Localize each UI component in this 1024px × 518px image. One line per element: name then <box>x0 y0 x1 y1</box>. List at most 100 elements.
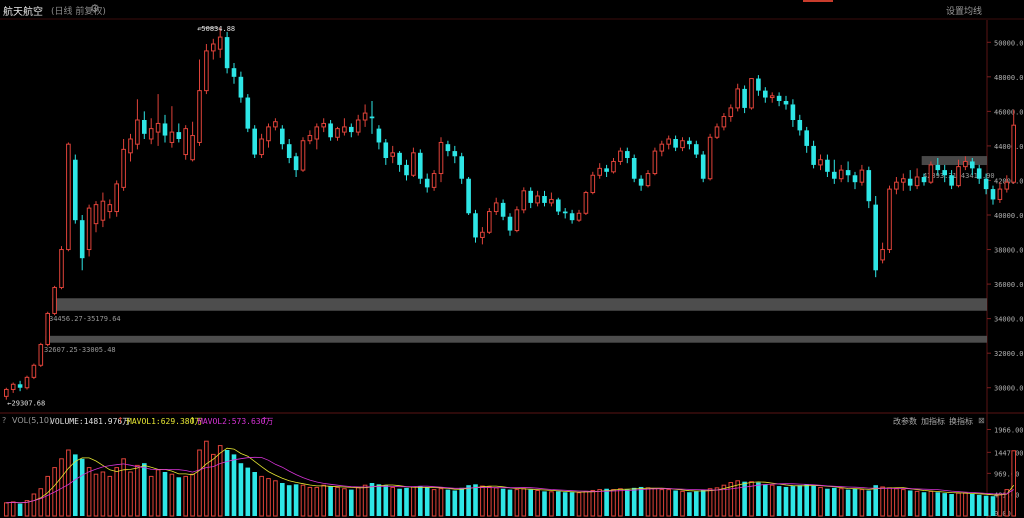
volume-bar <box>404 487 409 516</box>
add-indicator-button[interactable]: 加指标 <box>921 417 945 426</box>
candle-body <box>31 364 37 378</box>
volume-bar <box>38 488 44 517</box>
volume-bar <box>976 494 982 516</box>
volume-bar <box>293 484 299 516</box>
volume-bar <box>597 489 603 517</box>
volume-bar <box>928 490 934 517</box>
candle-body <box>135 119 140 145</box>
arrow-up-icon: ↑ <box>117 416 124 425</box>
close-icon[interactable]: ⊠ <box>978 416 985 425</box>
volume-bar <box>155 469 161 517</box>
volume-bar <box>949 494 954 516</box>
candle-body <box>190 135 195 161</box>
candle-body <box>376 128 382 143</box>
volume-bar <box>528 489 533 516</box>
candle-body <box>652 150 658 175</box>
volume-bar <box>687 492 692 516</box>
price-tick-label: 40000.00 <box>994 212 1024 220</box>
candle-body <box>107 204 113 213</box>
volume-bar <box>445 489 451 516</box>
candle-body <box>335 128 340 138</box>
ma-settings-button[interactable]: 设置均线 <box>945 7 982 17</box>
help-icon[interactable]: ? <box>2 416 7 425</box>
volume-tick-label: 0.00 <box>994 510 1011 518</box>
candle-body <box>176 132 182 139</box>
volume-bar <box>307 486 313 517</box>
volume-bar <box>349 489 354 516</box>
candle-body <box>342 126 347 133</box>
candle-body <box>728 107 734 118</box>
volume-bar <box>73 454 78 516</box>
gear-icon[interactable]: ⚙ <box>90 2 100 15</box>
candle-body <box>404 164 409 176</box>
volume-bar <box>583 490 589 517</box>
volume-bar <box>31 493 37 517</box>
candle-body <box>542 196 547 203</box>
candle-body <box>604 168 609 172</box>
candle-body <box>155 122 161 133</box>
change-params-button[interactable]: 改参数 <box>893 417 917 426</box>
volume-bar <box>769 484 775 517</box>
candle-body <box>162 123 168 136</box>
volume-bar <box>728 482 734 517</box>
volume-bar <box>169 473 175 517</box>
volume-bar <box>832 487 837 516</box>
candle-body <box>197 90 202 143</box>
volume-bar <box>86 467 92 517</box>
candle-body <box>397 152 402 165</box>
candle-body <box>411 152 416 176</box>
candle-body <box>217 36 223 50</box>
volume-bar <box>880 486 885 517</box>
chart-title: 航天航空 <box>3 7 43 18</box>
candle-body <box>204 50 209 92</box>
candle-body <box>438 141 444 175</box>
candle-body <box>769 95 775 99</box>
volume-bar <box>335 486 340 517</box>
candle-body <box>466 178 471 214</box>
candle-body <box>390 152 395 157</box>
candle-body <box>680 140 685 149</box>
candle-body <box>79 220 85 259</box>
candle-body <box>956 166 961 187</box>
chart-subtitle: (日线 前复权) <box>51 7 106 17</box>
volume-bar <box>4 502 9 517</box>
volume-bar <box>852 488 858 516</box>
volume-bar <box>100 471 106 517</box>
candle-body <box>859 169 865 183</box>
candle-body <box>535 195 540 204</box>
candle-body <box>252 128 257 155</box>
candle-body <box>838 169 844 180</box>
replace-indicator-button[interactable]: 换指标 <box>949 417 973 426</box>
volume-bar <box>804 484 809 516</box>
candle-body <box>314 126 320 140</box>
candle-body <box>211 43 216 52</box>
candle-body <box>901 178 906 183</box>
candle-body <box>86 207 92 251</box>
volume-bar <box>859 489 865 517</box>
candle-body <box>638 178 644 186</box>
low-price-label: ←29307.68 <box>7 400 45 408</box>
volume-bar <box>631 487 637 516</box>
arrow-up-icon: ↑ <box>261 416 268 425</box>
vol-indicator-name[interactable]: VOL(5,10) <box>12 416 53 425</box>
volume-bar <box>921 492 927 516</box>
volume-bar <box>190 473 195 517</box>
candle-body <box>142 120 147 134</box>
candle-body <box>942 170 947 176</box>
volume-bar <box>521 488 527 517</box>
high-price-label: ←50834.88 <box>197 25 235 33</box>
candle-body <box>997 188 1003 200</box>
volume-bar <box>556 491 561 516</box>
candle-body <box>528 190 533 203</box>
candle-body <box>735 88 741 109</box>
volume-bar <box>645 487 651 517</box>
candle-body <box>300 140 306 171</box>
volume-bar <box>894 488 899 517</box>
candle-body <box>66 143 71 251</box>
candle-body <box>238 76 244 98</box>
volume-bar <box>321 484 326 517</box>
candle-body <box>749 78 754 109</box>
candle-body <box>52 287 57 314</box>
volume-bar <box>562 492 568 516</box>
